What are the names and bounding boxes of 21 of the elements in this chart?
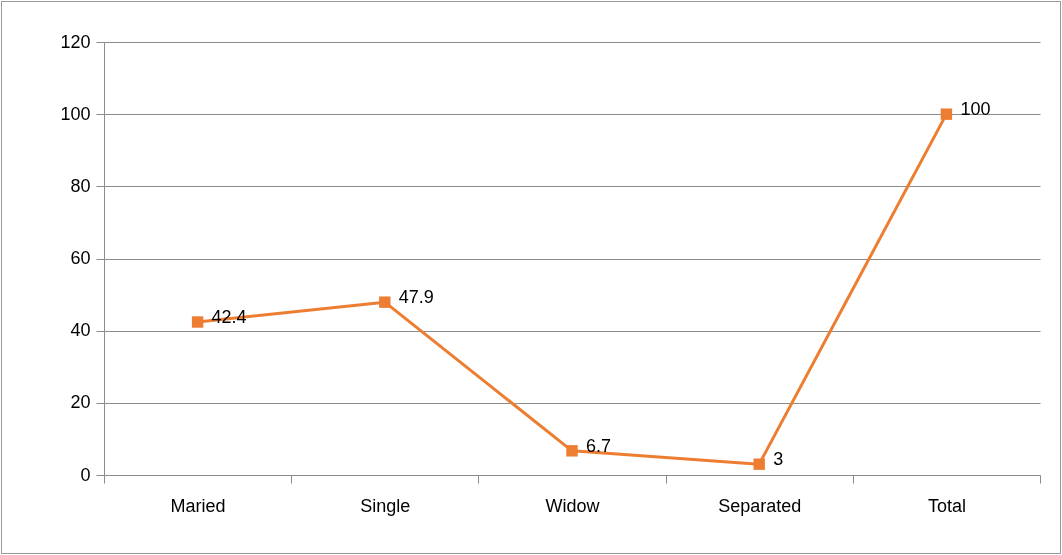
x-tick-label: Widow — [545, 495, 601, 516]
y-tick-label: 20 — [70, 392, 91, 413]
x-tick-label: Total — [927, 495, 966, 516]
y-tick-label: 80 — [70, 175, 91, 196]
y-tick-label: 120 — [60, 31, 91, 52]
point — [566, 445, 578, 457]
x-tick-label: Separated — [718, 495, 802, 516]
x-tick-label: Maried — [170, 495, 226, 516]
point — [753, 458, 765, 470]
point — [379, 296, 391, 308]
point — [191, 316, 204, 328]
y-tick-label: 60 — [70, 248, 91, 268]
y-tick-label: 40 — [70, 320, 91, 341]
y-tick-label: 100 — [60, 103, 91, 124]
x-tick-label: Single — [360, 495, 411, 516]
point — [940, 108, 953, 120]
data-label: 100 — [960, 99, 991, 120]
data-label: 6.7 — [586, 435, 612, 456]
data-label: 3 — [773, 449, 784, 470]
y-tick-label: 0 — [80, 464, 91, 485]
data-label: 47.9 — [398, 287, 434, 308]
